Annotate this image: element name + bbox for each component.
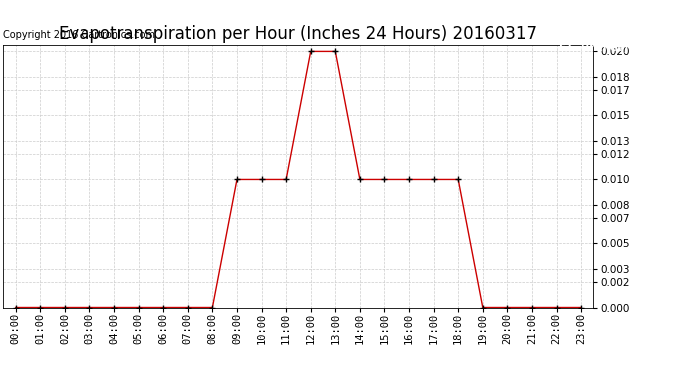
Text: ET  (Inches): ET (Inches) [559, 43, 629, 53]
Text: Copyright 2016 Cartronics.com: Copyright 2016 Cartronics.com [3, 30, 155, 40]
Title: Evapotranspiration per Hour (Inches 24 Hours) 20160317: Evapotranspiration per Hour (Inches 24 H… [59, 26, 538, 44]
